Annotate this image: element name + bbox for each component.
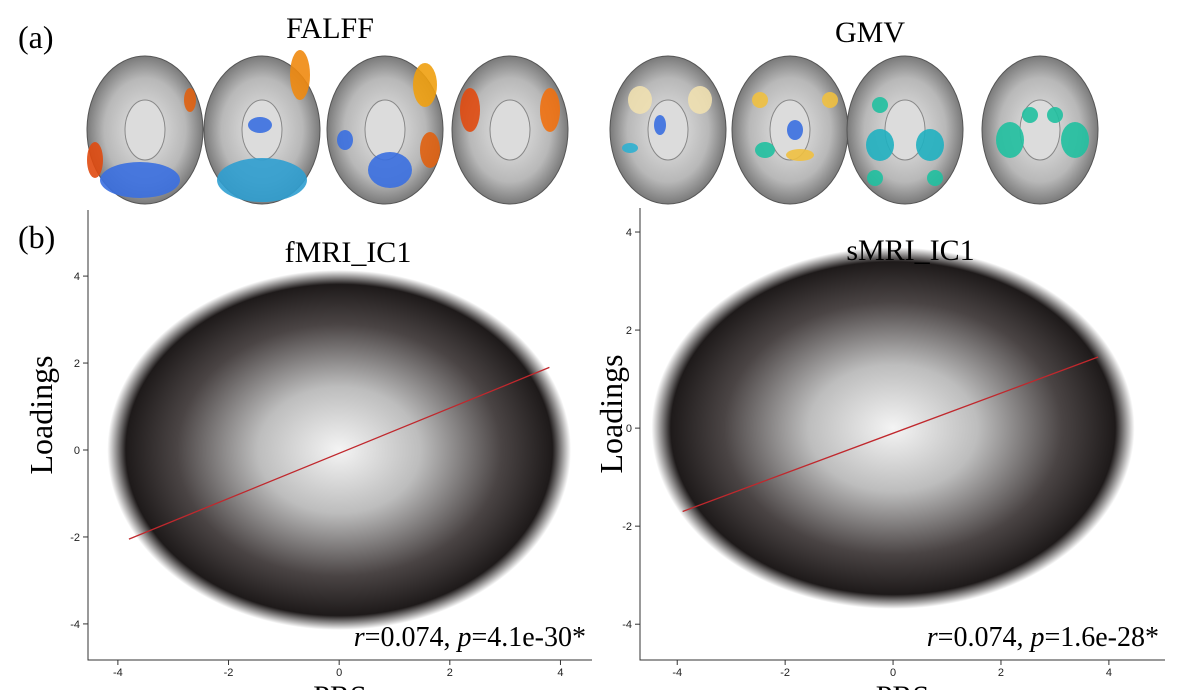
activation-blob — [866, 129, 894, 161]
activation-blob — [368, 152, 412, 188]
brain-core — [489, 99, 531, 161]
activation-blob — [184, 88, 196, 112]
annotation: r=0.074, p=4.1e-30* — [354, 622, 586, 653]
chart-title: sMRI_IC1 — [846, 234, 974, 267]
annotation-part: =1.6e-28* — [1044, 622, 1159, 653]
y-tick-label: 4 — [626, 227, 632, 239]
activation-blob — [755, 142, 775, 158]
y-tick-label: 2 — [626, 325, 632, 337]
activation-blob — [787, 120, 803, 140]
activation-blob — [540, 88, 560, 132]
brain-slices — [86, 50, 1099, 205]
activation-blob — [872, 97, 888, 113]
annotation-part: p — [1028, 622, 1044, 653]
density-cloud — [651, 247, 1135, 609]
x-axis-label: PRS — [313, 680, 366, 690]
activation-blob — [413, 63, 437, 107]
x-tick-label: 4 — [557, 667, 563, 679]
y-tick-label: 0 — [74, 445, 80, 457]
activation-blob — [916, 129, 944, 161]
fit-line — [682, 356, 1099, 513]
panel-label: (a) — [18, 19, 54, 55]
y-tick-label: 4 — [74, 271, 80, 283]
activation-blob — [290, 50, 310, 100]
activation-blob — [786, 149, 814, 161]
activation-blob — [622, 143, 638, 153]
x-tick-label: 2 — [447, 667, 453, 679]
brain-core — [647, 99, 689, 161]
activation-blob — [248, 117, 272, 133]
activation-blob — [460, 88, 480, 132]
x-tick-label: -2 — [780, 667, 790, 679]
brain-core — [884, 99, 926, 161]
panel-label: (b) — [18, 219, 55, 255]
map-title: GMV — [835, 16, 905, 49]
activation-blob — [654, 115, 666, 135]
y-tick-label: 0 — [626, 423, 632, 435]
activation-blob — [752, 92, 768, 108]
x-tick-label: 0 — [336, 667, 342, 679]
annotation-part: =4.1e-30* — [471, 622, 586, 653]
activation-blob — [688, 86, 712, 114]
activation-blob — [1022, 107, 1038, 123]
y-tick-label: -2 — [622, 521, 632, 533]
axis-frame — [87, 210, 592, 661]
brain-core — [364, 99, 406, 161]
activation-blob — [100, 162, 180, 198]
x-tick-label: 0 — [890, 667, 896, 679]
y-tick-label: -4 — [622, 619, 632, 631]
activation-blob — [1047, 107, 1063, 123]
y-axis-label: Loadings — [23, 355, 59, 474]
y-tick-label: -2 — [70, 532, 80, 544]
annotation-part: r — [354, 622, 365, 653]
activation-blob — [867, 170, 883, 186]
map-title: FALFF — [286, 12, 374, 45]
activation-blob — [1061, 122, 1089, 158]
x-tick-label: -4 — [113, 667, 123, 679]
activation-blob — [337, 130, 353, 150]
annotation-part: r — [927, 622, 938, 653]
chart-title: fMRI_IC1 — [285, 236, 412, 269]
activation-blob — [217, 158, 307, 202]
x-tick-label: -4 — [672, 667, 682, 679]
y-tick-label: 2 — [74, 358, 80, 370]
brain-core — [124, 99, 166, 161]
x-tick-label: -2 — [224, 667, 234, 679]
x-tick-label: 2 — [998, 667, 1004, 679]
activation-blob — [420, 132, 440, 168]
density-cloud — [107, 270, 572, 630]
annotation-part: p — [455, 622, 471, 653]
x-tick-label: 4 — [1106, 667, 1112, 679]
axis-frame — [639, 208, 1165, 661]
annotation-part: =0.074, — [365, 622, 458, 653]
activation-blob — [927, 170, 943, 186]
activation-blob — [87, 142, 103, 178]
activation-blob — [628, 86, 652, 114]
annotation-part: =0.074, — [938, 622, 1031, 653]
activation-blob — [996, 122, 1024, 158]
annotation: r=0.074, p=1.6e-28* — [927, 622, 1159, 653]
y-axis-label: Loadings — [593, 354, 629, 473]
x-axis-label: PRS — [876, 680, 929, 690]
y-tick-label: -4 — [70, 619, 80, 631]
fit-line — [128, 366, 550, 540]
activation-blob — [822, 92, 838, 108]
